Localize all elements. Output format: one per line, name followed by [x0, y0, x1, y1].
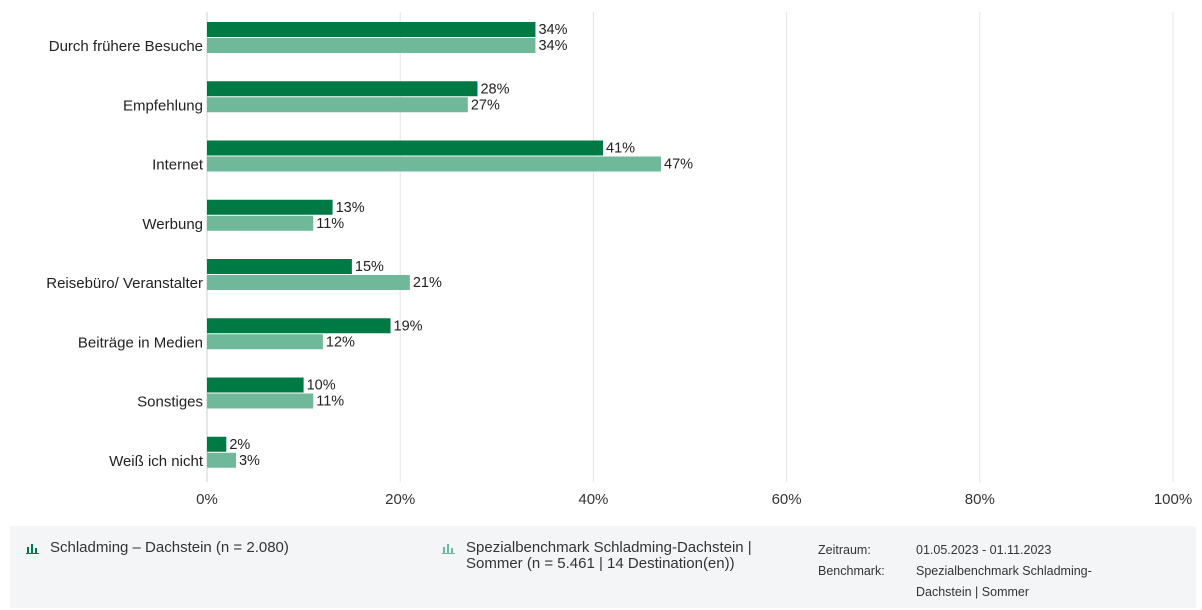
- category-label: Durch frühere Besuche: [49, 38, 203, 55]
- x-tick-label: 80%: [965, 491, 995, 508]
- benchmark-value: Spezialbenchmark Schladming-Dachstein | …: [916, 564, 1092, 599]
- bar-benchmark[interactable]: [207, 334, 323, 350]
- zeitraum-label: Zeitraum:: [818, 543, 871, 557]
- value-label: 28%: [480, 81, 509, 97]
- value-label: 47%: [664, 157, 693, 173]
- x-tick-label: 60%: [772, 491, 802, 508]
- value-label: 15%: [355, 259, 384, 275]
- bar-benchmark[interactable]: [207, 97, 468, 113]
- x-tick-label: 40%: [578, 491, 608, 508]
- value-label: 13%: [336, 200, 365, 216]
- legend-label: Schladming – Dachstein (n = 2.080): [50, 539, 289, 556]
- value-label: 21%: [413, 275, 442, 291]
- benchmark-label: Benchmark:: [818, 564, 885, 578]
- category-label: Internet: [152, 157, 204, 174]
- x-tick-labels: 0% 20% 40% 60% 80% 100%: [196, 491, 1192, 508]
- category-label: Werbung: [142, 216, 203, 233]
- value-label: 3%: [239, 453, 260, 469]
- legend-label: Spezialbenchmark Schladming-Dachstein | …: [466, 539, 752, 572]
- bar-schladming[interactable]: [207, 377, 304, 393]
- bar-schladming[interactable]: [207, 22, 536, 37]
- bar-benchmark[interactable]: [207, 38, 536, 53]
- value-label: 34%: [538, 38, 567, 54]
- bar-schladming[interactable]: [207, 199, 333, 215]
- value-labels: 34% 28% 41% 13% 15% 19% 10% 2% 34% 27% 47% 11% 21% 12…: [229, 22, 693, 469]
- bar-schladming[interactable]: [207, 140, 604, 156]
- value-label: 2%: [229, 437, 250, 453]
- value-label: 12%: [326, 334, 355, 350]
- value-label: 34%: [538, 22, 567, 38]
- bar-schladming[interactable]: [207, 436, 227, 452]
- bars: [207, 22, 662, 468]
- bar-benchmark[interactable]: [207, 215, 314, 231]
- category-label: Empfehlung: [123, 97, 203, 114]
- x-tick-label: 20%: [385, 491, 415, 508]
- category-label: Weiß ich nicht: [109, 453, 204, 470]
- bar-schladming[interactable]: [207, 318, 391, 334]
- value-label: 10%: [307, 378, 336, 394]
- zeitraum-value: 01.05.2023 - 01.11.2023: [916, 543, 1052, 557]
- bar-chart: Durch frühere Besuche Empfehlung Internet W…: [46, 12, 1192, 508]
- category-label: Reisebüro/ Veranstalter: [46, 275, 203, 292]
- bar-benchmark[interactable]: [207, 452, 236, 468]
- bar-schladming[interactable]: [207, 259, 352, 274]
- bar-chart-icon: [26, 544, 39, 554]
- category-labels: Durch frühere Besuche Empfehlung Internet W…: [46, 38, 204, 470]
- bar-benchmark[interactable]: [207, 275, 410, 290]
- x-tick-label: 100%: [1154, 491, 1192, 508]
- category-label: Sonstiges: [137, 394, 203, 411]
- category-label: Beiträge in Medien: [78, 334, 203, 351]
- legend-footer: Schladming – Dachstein (n = 2.080) Spezi…: [10, 526, 1196, 608]
- value-label: 11%: [316, 216, 344, 232]
- value-label: 27%: [471, 97, 500, 113]
- bar-chart-icon: [442, 544, 455, 554]
- x-tick-label: 0%: [196, 491, 218, 508]
- value-label: 19%: [394, 318, 423, 334]
- bar-schladming[interactable]: [207, 81, 478, 97]
- value-label: 11%: [316, 394, 344, 410]
- bar-benchmark[interactable]: [207, 156, 662, 172]
- meta-info: Zeitraum: 01.05.2023 - 01.11.2023 Benchm…: [818, 540, 1136, 603]
- value-label: 41%: [606, 141, 635, 157]
- bar-benchmark[interactable]: [207, 393, 314, 409]
